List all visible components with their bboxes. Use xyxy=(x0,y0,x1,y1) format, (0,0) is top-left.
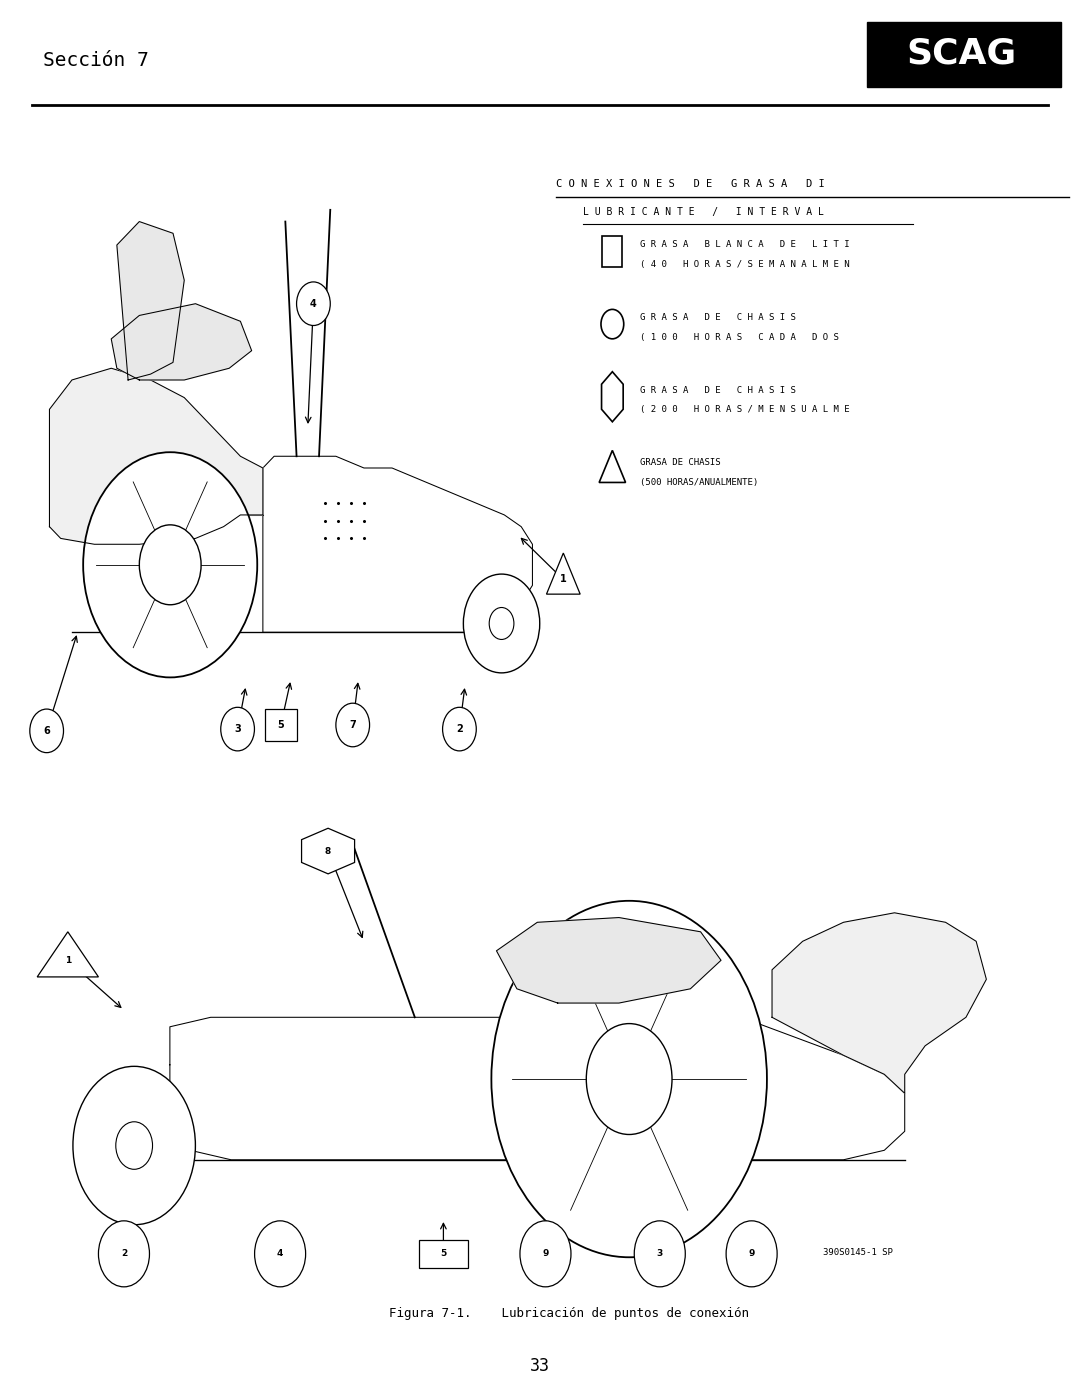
Polygon shape xyxy=(301,828,354,875)
Text: 1: 1 xyxy=(65,956,71,965)
Text: 1: 1 xyxy=(559,574,567,584)
Circle shape xyxy=(726,1221,778,1287)
Text: Sección 7: Sección 7 xyxy=(43,50,149,70)
Circle shape xyxy=(634,1221,686,1287)
FancyBboxPatch shape xyxy=(867,22,1061,87)
Polygon shape xyxy=(50,369,262,545)
Circle shape xyxy=(98,1221,149,1287)
Polygon shape xyxy=(546,553,580,594)
Text: SCAG: SCAG xyxy=(906,36,1016,70)
Text: 33: 33 xyxy=(530,1358,550,1375)
Circle shape xyxy=(489,608,514,640)
Text: 2: 2 xyxy=(121,1249,127,1259)
Text: 2: 2 xyxy=(456,724,463,733)
Text: 4: 4 xyxy=(310,299,316,309)
Polygon shape xyxy=(772,912,986,1094)
Circle shape xyxy=(220,707,255,752)
Text: ( 2 0 0   H O R A S / M E N S U A L M E: ( 2 0 0 H O R A S / M E N S U A L M E xyxy=(640,405,850,415)
Circle shape xyxy=(586,1024,672,1134)
Polygon shape xyxy=(117,222,185,380)
Circle shape xyxy=(443,707,476,752)
Text: Figura 7-1.    Lubricación de puntos de conexión: Figura 7-1. Lubricación de puntos de con… xyxy=(389,1306,748,1320)
Circle shape xyxy=(297,282,330,326)
Text: 5: 5 xyxy=(278,719,284,731)
Text: (500 HORAS/ANUALMENTE): (500 HORAS/ANUALMENTE) xyxy=(640,478,758,488)
Polygon shape xyxy=(599,450,625,482)
Text: 3: 3 xyxy=(657,1249,663,1259)
Bar xyxy=(603,236,622,267)
Polygon shape xyxy=(37,932,98,977)
Text: 9: 9 xyxy=(748,1249,755,1259)
Text: G R A S A   B L A N C A   D E   L I T I: G R A S A B L A N C A D E L I T I xyxy=(640,240,850,249)
Text: G R A S A   D E   C H A S I S: G R A S A D E C H A S I S xyxy=(640,386,796,394)
Text: 3: 3 xyxy=(234,724,241,733)
Text: C O N E X I O N E S   D E   G R A S A   D I: C O N E X I O N E S D E G R A S A D I xyxy=(556,179,825,190)
Circle shape xyxy=(600,309,624,339)
Text: 390S0145-1 SP: 390S0145-1 SP xyxy=(823,1248,893,1257)
Bar xyxy=(419,1239,468,1268)
Text: GRASA DE CHASIS: GRASA DE CHASIS xyxy=(640,458,720,467)
Circle shape xyxy=(519,1221,571,1287)
Text: G R A S A   D E   C H A S I S: G R A S A D E C H A S I S xyxy=(640,313,796,321)
Bar xyxy=(265,708,297,742)
Circle shape xyxy=(139,525,201,605)
Text: ( 4 0   H O R A S / S E M A N A L M E N: ( 4 0 H O R A S / S E M A N A L M E N xyxy=(640,260,850,270)
Text: 8: 8 xyxy=(325,847,332,855)
Circle shape xyxy=(30,710,64,753)
Circle shape xyxy=(73,1066,195,1225)
Circle shape xyxy=(255,1221,306,1287)
Text: 7: 7 xyxy=(349,719,356,731)
Circle shape xyxy=(116,1122,152,1169)
Circle shape xyxy=(336,703,369,747)
Circle shape xyxy=(491,901,767,1257)
Polygon shape xyxy=(111,303,252,380)
Text: 5: 5 xyxy=(441,1249,446,1259)
Text: 9: 9 xyxy=(542,1249,549,1259)
Circle shape xyxy=(463,574,540,673)
Polygon shape xyxy=(497,918,721,1003)
Text: L U B R I C A N T E   /   I N T E R V A L: L U B R I C A N T E / I N T E R V A L xyxy=(583,207,824,218)
Polygon shape xyxy=(602,372,623,422)
Text: 4: 4 xyxy=(276,1249,283,1259)
Text: ( 1 0 0   H O R A S   C A D A   D O S: ( 1 0 0 H O R A S C A D A D O S xyxy=(640,332,839,342)
Circle shape xyxy=(83,453,257,678)
Text: 6: 6 xyxy=(43,726,50,736)
